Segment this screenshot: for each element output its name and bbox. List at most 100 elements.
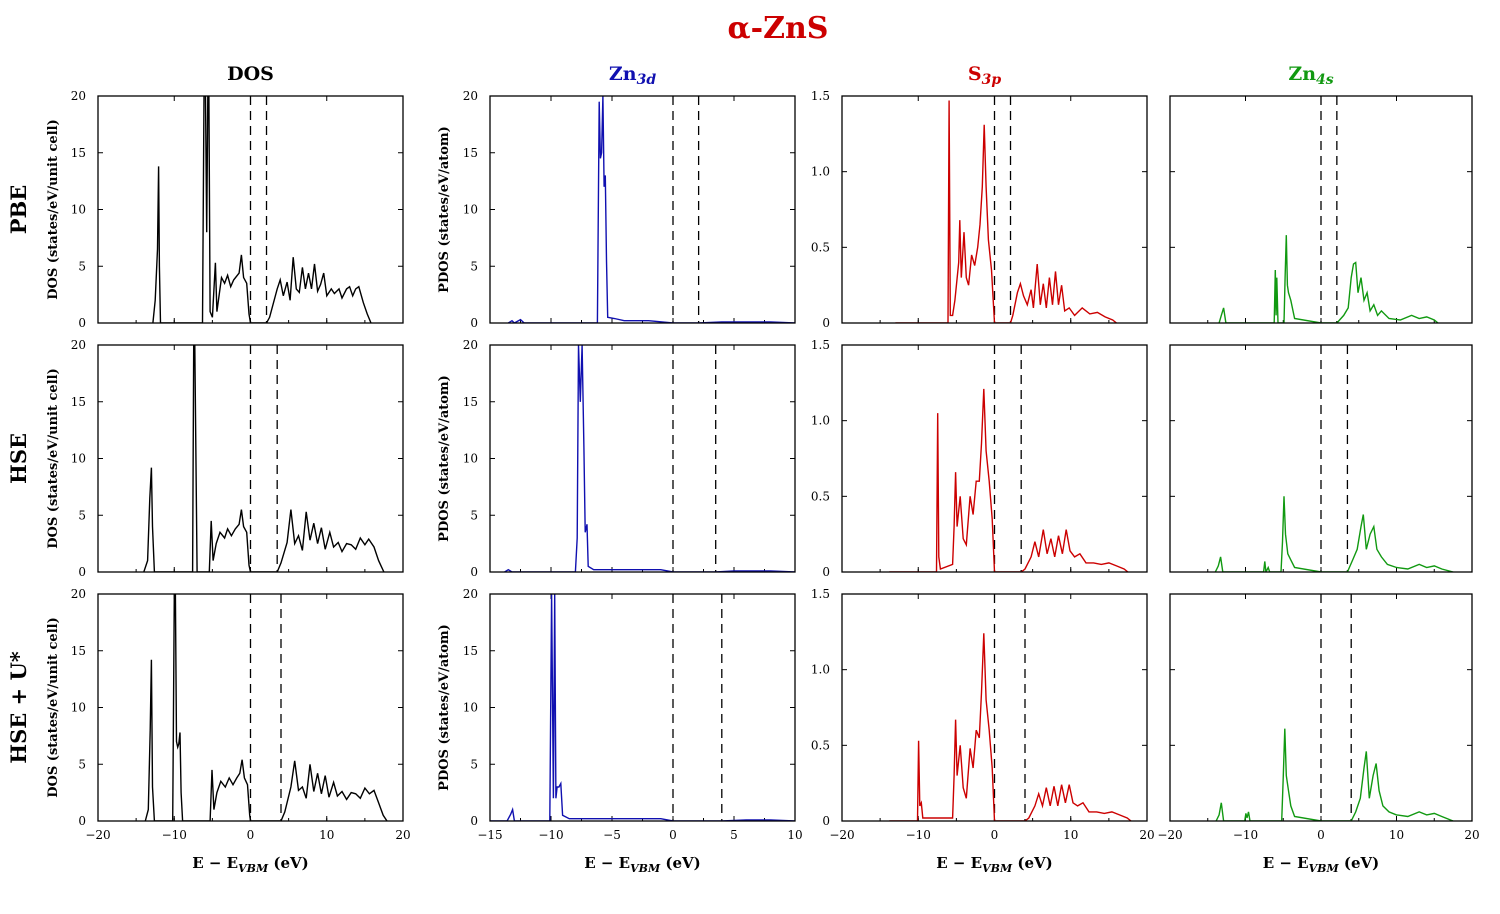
y-tick-label: 15 — [71, 146, 86, 160]
y-tick-label: 15 — [463, 644, 478, 658]
y-tick-label: 0 — [822, 814, 830, 828]
y-tick-label: 0 — [822, 565, 830, 579]
x-tick-label: 0 — [247, 828, 255, 842]
column-title-3: S3p — [968, 63, 1001, 88]
y-tick-label: 5 — [78, 508, 86, 522]
x-axis-label-main: E − E — [1263, 854, 1309, 872]
y-tick-label: 10 — [463, 701, 478, 715]
row-label-3: HSE + U* — [6, 651, 31, 764]
panel-Zn4s-2 — [1169, 344, 1473, 573]
x-tick-label: 10 — [1389, 828, 1404, 842]
x-tick-label: 20 — [1139, 828, 1154, 842]
dos-curve-Zn4s — [1215, 728, 1454, 821]
y-tick-label: 1.5 — [811, 338, 830, 352]
y-tick-label: 10 — [463, 203, 478, 217]
x-tick-label: −10 — [1233, 828, 1258, 842]
plot-frame — [489, 95, 796, 324]
dos-curve-Zn3d — [507, 96, 795, 323]
x-tick-label: −20 — [1157, 828, 1182, 842]
y-tick-label: 1.0 — [811, 663, 830, 677]
y-tick-label: 20 — [463, 338, 478, 352]
plot-frame — [97, 593, 404, 822]
plot-frame — [1169, 95, 1473, 324]
y-tick-label: 5 — [78, 259, 86, 273]
row-labels: PBE HSE HSE + U* — [6, 185, 31, 764]
panel-S3p-2: 0 0.5 1.0 1.5 — [811, 338, 1148, 579]
y-tick-label: 20 — [71, 338, 86, 352]
dos-curve-S3p — [895, 100, 1117, 323]
x-axis-label-sub: VBM — [982, 862, 1013, 875]
x-axis-label-unit: (eV) — [660, 854, 701, 872]
dos-curve-DOS — [152, 96, 372, 323]
x-tick-label: −15 — [477, 828, 502, 842]
column-title-1: DOS — [227, 63, 274, 85]
y-tick-label: 0.5 — [811, 738, 830, 752]
panel-Zn3d-1: 0 5 10 15 20 PDOS (states/eV/atom) — [437, 89, 796, 330]
plot-frame — [1169, 593, 1473, 822]
y-axis-label: PDOS (states/eV/atom) — [437, 375, 452, 542]
panel-Zn3d-2: 0 5 10 15 20 PDOS (states/eV/atom) — [437, 338, 796, 579]
y-tick-label: 0 — [470, 565, 478, 579]
y-tick-label: 1.5 — [811, 587, 830, 601]
x-axis-label-unit: (eV) — [1012, 854, 1053, 872]
y-tick-label: 20 — [463, 89, 478, 103]
y-tick-label: 15 — [71, 395, 86, 409]
plot-frame — [97, 95, 404, 324]
dos-curve-DOS — [143, 345, 385, 572]
panel-DOS-1: 0 5 10 15 20 DOS (states/eV/unit cell) — [46, 89, 404, 330]
column-titles: DOS Zn3d S3p Zn4s — [227, 63, 1334, 88]
x-tick-label: −10 — [538, 828, 563, 842]
y-tick-label: 20 — [71, 587, 86, 601]
subplot-grid: 0 5 10 15 20 DOS (states/eV/unit cell) 0 5 10 15 2… — [46, 89, 1480, 842]
plot-frame — [1169, 344, 1473, 573]
x-axis-label-main: E − E — [936, 854, 982, 872]
x-axis-label-main: E − E — [584, 854, 630, 872]
x-axis-label-4: E − EVBM (eV) — [1263, 854, 1380, 875]
x-tick-label: 5 — [730, 828, 738, 842]
y-tick-label: 1.0 — [811, 165, 830, 179]
x-axis-label-sub: VBM — [238, 862, 269, 875]
x-tick-label: 0 — [669, 828, 677, 842]
y-tick-label: 20 — [71, 89, 86, 103]
dos-curve-S3p — [889, 388, 1129, 572]
row-label-1: PBE — [6, 185, 31, 235]
x-axis-label-1: E − EVBM (eV) — [192, 854, 309, 875]
x-axis-label-main: E − E — [192, 854, 238, 872]
plot-frame — [841, 344, 1148, 573]
column-title-subscript: 4s — [1316, 72, 1334, 88]
y-tick-label: 0 — [822, 316, 830, 330]
panel-Zn4s-1 — [1169, 95, 1473, 324]
dos-curve-Zn4s — [1214, 496, 1454, 572]
y-axis-label: PDOS (states/eV/atom) — [437, 624, 452, 791]
x-tick-label: −20 — [829, 828, 854, 842]
y-tick-label: 0.5 — [811, 240, 830, 254]
y-tick-label: 5 — [470, 757, 478, 771]
column-title-2: Zn3d — [609, 63, 656, 88]
plot-frame — [841, 95, 1148, 324]
x-tick-label: −10 — [906, 828, 931, 842]
y-tick-label: 20 — [463, 587, 478, 601]
x-tick-label: 20 — [1464, 828, 1479, 842]
x-axis-labels: E − EVBM (eV) E − EVBM (eV) E − EVBM (eV) E… — [192, 854, 1379, 875]
y-tick-label: 15 — [463, 146, 478, 160]
dos-curve-Zn3d — [504, 345, 795, 572]
y-tick-label: 10 — [463, 452, 478, 466]
column-title-subscript: 3d — [637, 72, 657, 88]
x-tick-label: −20 — [85, 828, 110, 842]
y-tick-label: 0 — [78, 565, 86, 579]
x-tick-label: 10 — [319, 828, 334, 842]
x-axis-label-sub: VBM — [1309, 862, 1340, 875]
y-tick-label: 15 — [71, 644, 86, 658]
x-axis-label-sub: VBM — [630, 862, 661, 875]
x-tick-label: 10 — [787, 828, 802, 842]
x-tick-label: 20 — [395, 828, 410, 842]
column-title-4: Zn4s — [1288, 63, 1333, 88]
x-tick-label: −5 — [603, 828, 621, 842]
dos-curve-S3p — [889, 633, 1132, 821]
plot-frame — [841, 593, 1148, 822]
panel-Zn3d-3: −15 −10 −5 0 5 10 0 5 10 15 20 PDOS (states/eV/atom… — [437, 587, 803, 842]
y-tick-label: 0 — [470, 316, 478, 330]
y-tick-label: 0 — [78, 316, 86, 330]
panel-Zn4s-3: −20 −10 0 10 20 — [1157, 593, 1480, 842]
